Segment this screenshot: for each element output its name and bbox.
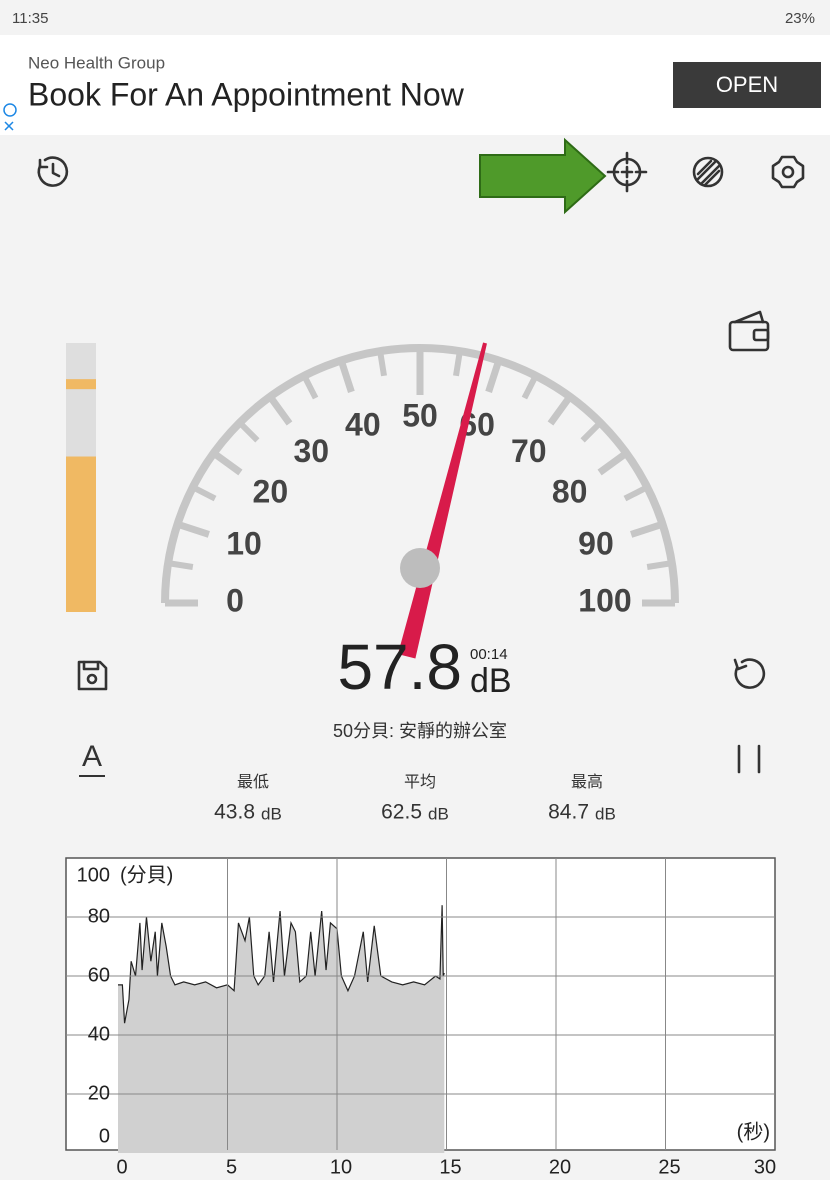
save-icon[interactable] [77,660,108,691]
stat-unit: dB [261,804,282,823]
gauge-minor-tick [191,484,217,502]
y-tick-label: 20 [88,1082,110,1104]
x-tick-label: 25 [658,1156,680,1178]
gauge-label: 30 [293,433,329,469]
ad-button[interactable] [673,62,821,108]
theme-icon[interactable] [692,156,724,188]
x-tick-label: 30 [754,1156,776,1178]
stat-label: 最低 [237,773,269,791]
ad-button-label: OPEN [716,72,778,97]
y-axis-label: (分貝) [120,863,173,886]
gauge-tick [597,450,629,476]
x-tick-label: 5 [226,1156,237,1178]
gauge-minor-tick [377,350,387,377]
calibrate-icon[interactable] [606,151,648,193]
gauge-label: 40 [345,407,381,443]
gauge-label: 0 [226,582,244,618]
gauge-tick [337,359,355,393]
y-tick-label: 100 [77,864,110,886]
stats: 最低 43.8 dB 平均 62.5 dB 最高 84.7 dB [214,773,616,823]
gauge-hub [400,548,440,588]
ad-info-icon[interactable] [3,103,17,117]
gauge-label: 20 [253,474,289,510]
gauge-minor-tick [521,374,539,400]
gauge-label: 90 [578,525,614,561]
reading-unit: dB [470,662,512,700]
level-bar-peak [66,379,96,390]
level-description: 50分貝: 安靜的辦公室 [333,721,507,741]
stat-unit: dB [595,804,616,823]
stat-unit: dB [428,804,449,823]
gauge-tick [176,520,210,538]
gauge-label: 70 [511,433,547,469]
gauge-label: 10 [226,525,262,561]
gauge-tick [211,450,243,476]
gauge-tick [485,359,503,393]
y-tick-label: 80 [88,905,110,927]
elapsed-time: 00:14 [470,646,508,663]
gauge-tick [267,394,293,426]
gauge-minor-tick [237,420,260,443]
y-tick-label: 40 [88,1023,110,1045]
stat-value: 84.7 [548,801,589,824]
x-tick-label: 15 [439,1156,461,1178]
ad-close-icon[interactable] [4,121,14,131]
wallet-icon[interactable] [728,310,770,352]
area-fill [118,905,445,1153]
weighting-mode[interactable]: A [82,740,102,773]
settings-icon[interactable] [771,155,805,189]
y-tick-label: 0 [99,1125,110,1147]
gauge-minor-tick [623,484,649,502]
stat-label: 最高 [571,773,603,791]
reset-icon[interactable] [733,658,766,689]
gauge-tick [630,520,664,538]
pause-icon[interactable] [737,744,761,774]
gauge-minor-tick [453,350,463,377]
chart: 0 20 40 60 80 100 0 5 10 15 20 25 30 (分貝) (秒) [66,858,776,1178]
gauge-minor-tick [167,560,194,570]
stat-value: 62.5 [381,801,422,824]
x-tick-label: 0 [116,1156,127,1178]
gauge-minor-tick [646,560,673,570]
status-time: 11:35 [12,10,48,27]
ad-sponsor: Neo Health Group [28,53,165,72]
reading-value: 57.8 [337,631,462,703]
history-icon[interactable] [37,156,69,187]
ad-headline: Book For An Appointment Now [28,76,465,112]
gauge-minor-tick [580,420,603,443]
x-axis-label: (秒) [737,1120,770,1143]
x-tick-label: 20 [549,1156,571,1178]
highlight-arrow [479,137,607,215]
gauge-label: 100 [578,582,631,618]
area-line [118,905,445,1024]
status-battery: 23% [785,10,815,27]
gauge-minor-tick [301,374,319,400]
gauge-tick [547,394,573,426]
gauge-label: 80 [552,474,588,510]
gauge-label: 50 [402,397,438,433]
stat-value: 43.8 [214,801,255,824]
x-tick-label: 10 [330,1156,352,1178]
stat-label: 平均 [404,773,436,791]
level-bar-fill [66,456,96,612]
y-tick-label: 60 [88,964,110,986]
